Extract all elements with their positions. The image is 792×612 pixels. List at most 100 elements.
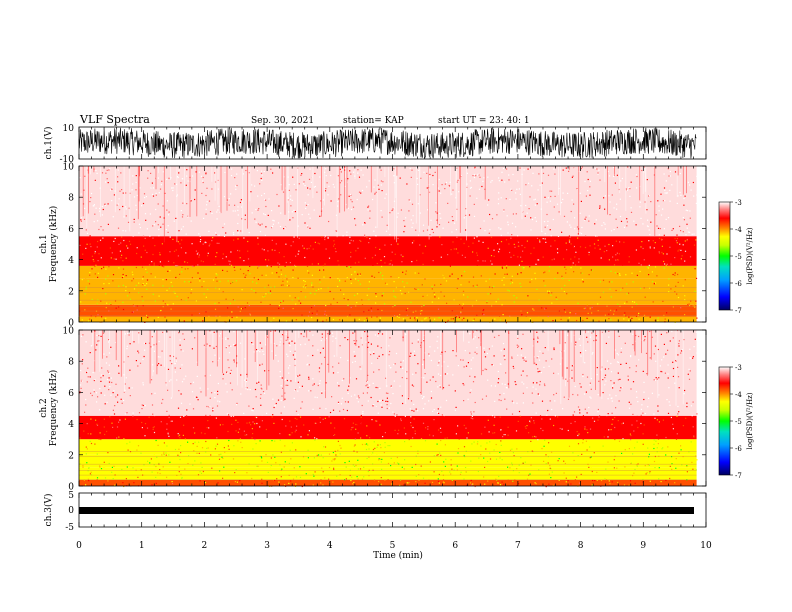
spectrogram-pixel: [110, 355, 113, 357]
spectrogram-pixel: [584, 351, 586, 353]
spectrogram-pixel: [460, 175, 462, 177]
spectrogram-pixel: [599, 176, 601, 178]
spectrogram-pixel: [292, 277, 294, 279]
spectrogram-pixel: [569, 236, 571, 238]
spectrogram-pixel: [558, 211, 560, 213]
spectrogram-pixel: [649, 472, 651, 474]
spectrogram-pixel: [84, 175, 86, 177]
spectrogram-pixel: [487, 176, 489, 178]
spectrogram-pixel: [135, 240, 137, 242]
spectrogram-pixel: [145, 196, 147, 198]
spectrogram-pixel: [328, 220, 330, 223]
spectrogram-pixel: [483, 475, 485, 477]
spectrogram-pixel: [473, 237, 475, 239]
spectrogram-pixel: [610, 309, 612, 311]
spectrogram-pixel: [186, 194, 188, 197]
spectrogram-pixel: [307, 202, 309, 204]
spectrogram-pixel: [365, 448, 368, 451]
spectrogram-pixel: [547, 409, 549, 412]
spectrogram-pixel: [86, 462, 88, 464]
spectrogram-pixel: [568, 239, 571, 241]
spectrogram-pixel: [421, 397, 424, 400]
spectrogram-pixel: [165, 382, 167, 384]
spectrogram-pixel: [356, 293, 359, 295]
spectrogram-pixel: [379, 387, 381, 389]
spectrogram-pixel: [689, 256, 692, 258]
spectrogram-pixel: [449, 420, 451, 422]
spectrogram-pixel: [274, 249, 276, 251]
spectrogram-pixel: [603, 425, 605, 427]
spectrogram-pixel: [159, 472, 161, 475]
spectrogram-pixel: [209, 374, 211, 376]
spectrogram-pixel: [396, 216, 398, 218]
spectrogram-pixel: [620, 474, 622, 476]
spectrogram-pixel: [329, 277, 331, 279]
spectrogram-pixel: [580, 168, 582, 170]
spectrogram-pixel: [177, 176, 179, 179]
spectrogram-pixel: [532, 386, 534, 388]
spectrogram-pixel: [546, 225, 549, 227]
spectrogram-pixel: [689, 217, 691, 219]
spectrogram-pixel: [532, 382, 534, 384]
spectrogram-pixel: [440, 403, 442, 405]
spectrogram-pixel: [174, 183, 176, 185]
spectrogram-pixel: [575, 380, 577, 382]
spectrogram-pixel: [230, 415, 232, 417]
spectrogram-pixel: [271, 480, 273, 482]
spectrogram-pixel: [381, 190, 383, 192]
spectrogram-pixel: [347, 178, 349, 180]
spectrogram-pixel: [312, 248, 314, 250]
spectrogram-pixel: [89, 243, 91, 245]
spectrogram-pixel: [157, 203, 159, 205]
spectrogram-pixel: [628, 292, 630, 294]
spectrogram-pixel: [287, 355, 289, 357]
spectrogram-pixel: [674, 363, 676, 365]
spectrogram-pixel: [356, 476, 358, 478]
spectrogram-pixel: [96, 182, 98, 184]
spectrogram-pixel: [609, 214, 611, 216]
spectrogram-pixel: [135, 181, 137, 184]
spectrogram-pixel: [309, 188, 311, 190]
spectrogram-pixel: [131, 387, 133, 389]
spectrogram-pixel: [405, 270, 407, 272]
spectrogram-pixel: [289, 219, 291, 221]
spectrogram-pixel: [456, 287, 458, 289]
spectrogram-pixel: [365, 341, 367, 343]
spectrogram-pixel: [691, 398, 693, 400]
spectrogram-pixel: [336, 336, 338, 338]
spectrogram-pixel: [249, 389, 251, 391]
spectrogram-pixel: [396, 414, 398, 416]
spectrogram-pixel: [504, 181, 506, 183]
spectrogram-pixel: [296, 418, 298, 420]
spectrogram-pixel: [122, 308, 125, 311]
spectrogram-pixel: [420, 438, 423, 440]
spectrogram-pixel: [291, 211, 293, 213]
spectrogram-pixel: [106, 378, 109, 381]
spectrogram-pixel: [665, 436, 667, 439]
spectrogram-pixel: [411, 226, 413, 228]
spectrogram-pixel: [437, 364, 439, 366]
spectrogram-pixel: [393, 168, 395, 170]
spectrogram-pixel: [453, 469, 455, 471]
spectrogram-streak: [226, 166, 228, 211]
spectrogram-pixel: [309, 168, 311, 170]
spectrogram-pixel: [352, 206, 355, 208]
spectrogram-pixel: [421, 320, 423, 322]
spectrogram-pixel: [348, 266, 350, 268]
spectrogram-pixel: [200, 239, 202, 241]
spectrogram-pixel: [295, 476, 298, 478]
spectrogram-pixel: [259, 440, 261, 442]
spectrogram-pixel: [485, 448, 487, 450]
spectrogram-pixel: [536, 288, 538, 290]
spectrogram-pixel: [285, 425, 287, 427]
spectrogram-pixel: [460, 312, 462, 314]
spectrogram-pixel: [118, 243, 120, 245]
spectrogram-pixel: [208, 240, 210, 242]
spectrogram-pixel: [256, 416, 258, 419]
spectrogram-pixel: [565, 451, 567, 454]
spectrogram-pixel: [685, 417, 687, 419]
spectrogram-pixel: [692, 356, 694, 358]
spectrogram-pixel: [466, 183, 468, 185]
